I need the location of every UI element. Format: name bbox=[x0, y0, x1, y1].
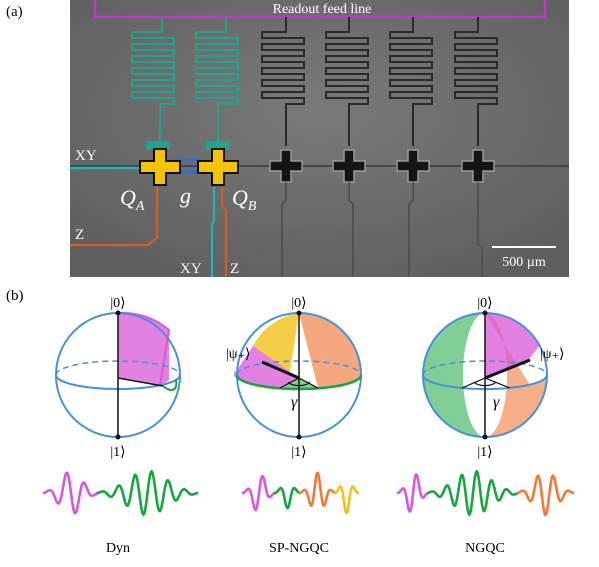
sp-pulse-orange bbox=[298, 471, 337, 508]
qubits-gray bbox=[269, 149, 495, 183]
dyn-pulse-magenta bbox=[42, 471, 100, 515]
chip-photo: Readout feed line bbox=[70, 0, 569, 277]
port-z-bottom-label: Z bbox=[230, 261, 239, 277]
ngqc-pulse-orange bbox=[516, 474, 575, 517]
sp-pulse-yellow bbox=[333, 485, 360, 515]
dyn-bottom-label: |1⟩ bbox=[110, 445, 125, 460]
port-xy-bottom-label: XY bbox=[180, 261, 202, 277]
resonators-gray bbox=[261, 17, 498, 146]
resonator-qa bbox=[131, 17, 175, 142]
panel-a-label: (a) bbox=[6, 4, 23, 20]
dyn-south-dot bbox=[115, 434, 121, 440]
sp-north-dot bbox=[296, 310, 302, 316]
bloch-sphere-dyn: |0⟩ |1⟩ bbox=[55, 296, 181, 460]
ngqc-name: NGQC bbox=[465, 541, 505, 556]
ngqc-line-1 bbox=[461, 377, 486, 389]
panel-b-label: (b) bbox=[6, 288, 24, 304]
sp-ngqc-name: SP-NGQC bbox=[269, 541, 329, 556]
pad-qa bbox=[146, 141, 170, 150]
qubit-qb bbox=[197, 148, 239, 186]
port-z-left-label: Z bbox=[75, 227, 84, 243]
ngqc-bottom-label: |1⟩ bbox=[477, 445, 492, 460]
bloch-sphere-sp-ngqc: |0⟩ |1⟩ |ψ₊⟩ γ bbox=[226, 296, 363, 460]
sp-state-vector bbox=[261, 360, 300, 380]
sp-pulse-magenta bbox=[241, 474, 277, 512]
ngqc-top-label: |0⟩ bbox=[477, 296, 492, 311]
ngqc-pulse-magenta bbox=[396, 473, 430, 513]
dyn-green-rotation bbox=[162, 379, 178, 391]
sp-state-label: |ψ₊⟩ bbox=[226, 347, 250, 362]
ngqc-green-region bbox=[423, 313, 485, 437]
ngqc-line-2 bbox=[484, 377, 511, 389]
scale-bar-label: 500 µm bbox=[502, 255, 546, 270]
dyn-top-label: |0⟩ bbox=[110, 296, 125, 311]
sp-magenta-region bbox=[233, 346, 299, 388]
bloch-sphere-ngqc: |0⟩ |1⟩ |ψ₊⟩ γ bbox=[422, 296, 564, 460]
z-line-left bbox=[70, 187, 159, 247]
dyn-state-vector bbox=[117, 377, 164, 387]
gray-drive-lines bbox=[281, 182, 483, 277]
feed-line-label: Readout feed line bbox=[273, 2, 372, 17]
ngqc-north-dot bbox=[482, 310, 488, 316]
ngqc-angle-arc bbox=[473, 381, 497, 387]
ngqc-state-label: |ψ₊⟩ bbox=[540, 347, 564, 362]
pad-qb bbox=[206, 141, 230, 150]
dyn-magenta-region bbox=[118, 312, 169, 385]
qubit-qa bbox=[139, 148, 181, 186]
qubit-b-label: QB bbox=[232, 185, 257, 214]
sp-pulse-green bbox=[273, 486, 302, 510]
ngqc-angle-label: γ bbox=[493, 394, 500, 411]
sp-angle-arc bbox=[287, 381, 311, 387]
coupler-label: g bbox=[180, 183, 191, 208]
port-xy-left-label: XY bbox=[75, 148, 97, 164]
ngqc-orange-region bbox=[485, 313, 548, 437]
sp-south-dot bbox=[296, 434, 302, 440]
dyn-pulse-green bbox=[96, 469, 199, 517]
ngqc-south-dot bbox=[482, 434, 488, 440]
sp-yellow-region bbox=[253, 313, 299, 372]
ngqc-state-vector bbox=[484, 358, 531, 380]
z-line-bottom bbox=[220, 187, 228, 277]
sp-angle-label: γ bbox=[291, 394, 298, 411]
xy-line-bottom bbox=[210, 187, 216, 277]
pulse-waveforms bbox=[42, 469, 575, 517]
feed-line bbox=[93, 0, 547, 19]
qubit-a-label: QA bbox=[120, 185, 145, 214]
dyn-north-dot bbox=[115, 310, 121, 316]
sp-top-label: |0⟩ bbox=[291, 296, 306, 311]
dyn-name: Dyn bbox=[106, 541, 130, 556]
ngqc-pulse-green bbox=[426, 469, 520, 517]
sp-orange-region bbox=[299, 313, 361, 388]
resonator-qb bbox=[195, 17, 239, 142]
sp-bottom-label: |1⟩ bbox=[291, 445, 306, 460]
